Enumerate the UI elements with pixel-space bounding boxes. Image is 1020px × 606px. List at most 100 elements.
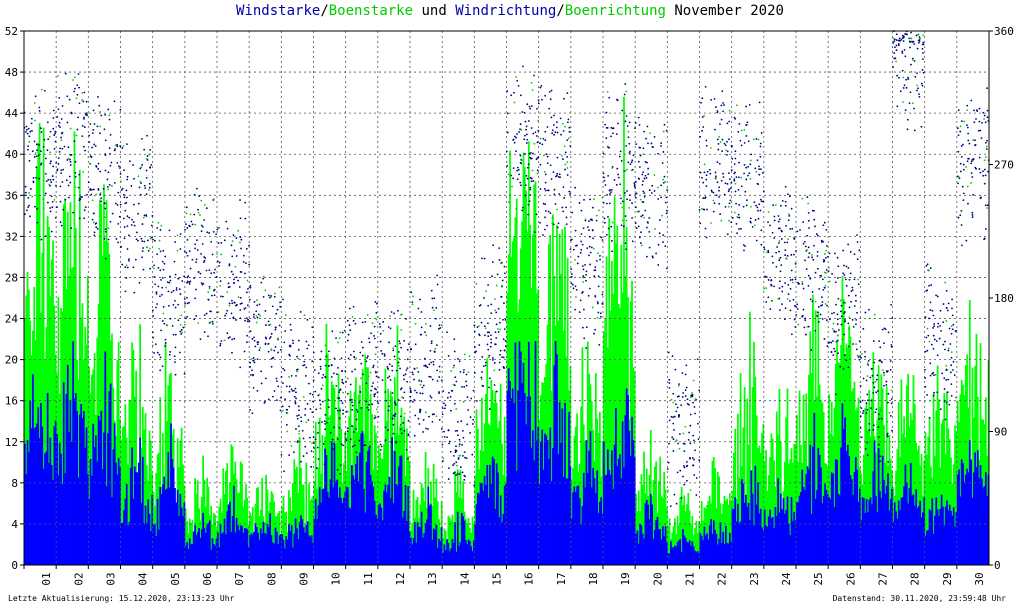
wind-bar	[206, 524, 209, 565]
gust-direction-point	[985, 145, 988, 148]
wind-direction-point	[532, 132, 535, 135]
x-tick-label: 22	[716, 572, 729, 585]
wind-direction-point	[306, 347, 309, 350]
wind-direction-point	[568, 190, 571, 193]
gust-bar	[690, 524, 692, 565]
gust-direction-point	[223, 339, 226, 342]
gust-bar	[168, 374, 171, 565]
gust-bar	[598, 411, 601, 565]
wind-direction-point	[547, 189, 550, 192]
wind-bar	[334, 481, 337, 565]
wind-direction-point	[836, 323, 839, 325]
wind-direction-point	[360, 341, 363, 343]
wind-direction-point	[952, 360, 955, 363]
wind-direction-point	[295, 397, 297, 400]
wind-direction-point	[789, 300, 791, 302]
wind-bar	[494, 508, 497, 565]
wind-bar	[613, 444, 616, 565]
wind-bar	[816, 490, 818, 565]
wind-direction-point	[699, 171, 702, 174]
gust-direction-point	[392, 347, 395, 350]
wind-direction-point	[219, 342, 222, 345]
wind-bar	[511, 388, 514, 565]
wind-direction-point	[109, 164, 112, 167]
wind-direction-point	[639, 154, 642, 157]
wind-direction-point	[147, 249, 150, 252]
wind-direction-point	[185, 317, 187, 320]
wind-direction-point	[129, 160, 131, 163]
wind-bar	[99, 420, 101, 565]
wind-direction-point	[462, 436, 465, 439]
gust-direction-point	[625, 90, 628, 93]
wind-direction-point	[893, 52, 896, 54]
wind-direction-point	[895, 39, 898, 41]
wind-direction-point	[444, 407, 446, 410]
wind-direction-point	[693, 406, 696, 408]
wind-direction-point	[52, 127, 55, 130]
wind-direction-point	[228, 336, 231, 339]
wind-direction-point	[660, 145, 662, 147]
wind-direction-point	[574, 229, 577, 232]
wind-direction-point	[873, 361, 876, 364]
wind-direction-point	[89, 188, 92, 190]
wind-bar	[510, 398, 513, 565]
wind-bar	[198, 527, 200, 565]
wind-direction-point	[59, 221, 62, 224]
gust-direction-point	[611, 221, 614, 224]
gust-direction-point	[180, 314, 183, 317]
wind-direction-point	[141, 240, 144, 243]
wind-direction-point	[527, 120, 530, 122]
wind-direction-point	[922, 52, 924, 54]
gust-bar	[720, 513, 723, 565]
wind-bar	[562, 476, 565, 565]
gust-bar	[968, 300, 971, 565]
gust-bar	[655, 461, 658, 565]
wind-direction-point	[394, 402, 397, 405]
wind-direction-point	[802, 221, 805, 223]
wind-direction-point	[562, 186, 565, 189]
gust-bar	[69, 202, 72, 565]
wind-bar	[93, 446, 96, 565]
wind-direction-point	[97, 162, 100, 165]
wind-direction-point	[83, 116, 85, 119]
wind-direction-point	[701, 130, 703, 132]
wind-bar	[145, 522, 148, 565]
wind-direction-point	[370, 332, 372, 335]
wind-direction-point	[243, 350, 246, 353]
wind-bar	[619, 454, 621, 565]
wind-direction-point	[581, 243, 584, 246]
wind-bar	[247, 547, 250, 565]
wind-direction-point	[526, 138, 529, 141]
wind-direction-point	[280, 453, 283, 456]
gust-bar	[920, 454, 923, 565]
wind-bar	[710, 519, 712, 565]
gust-direction-point	[255, 315, 258, 318]
wind-direction-point	[820, 239, 823, 242]
wind-bar	[454, 522, 456, 565]
wind-direction-point	[411, 371, 414, 374]
gust-bar	[660, 495, 663, 565]
wind-direction-point	[63, 145, 66, 148]
wind-direction-point	[679, 433, 681, 435]
gust-direction-point	[890, 389, 893, 392]
wind-direction-point	[781, 199, 784, 202]
wind-direction-point	[461, 429, 464, 432]
wind-direction-point	[569, 248, 572, 251]
wind-direction-point	[174, 299, 176, 302]
wind-bar	[719, 522, 722, 565]
wind-direction-point	[410, 291, 413, 294]
gust-direction-point	[259, 314, 262, 317]
wind-direction-point	[677, 415, 680, 418]
wind-direction-point	[332, 426, 335, 429]
gust-direction-point	[883, 374, 886, 377]
wind-direction-point	[39, 150, 42, 153]
wind-direction-point	[351, 370, 353, 373]
wind-bar	[943, 525, 946, 565]
wind-bar	[668, 553, 671, 565]
wind-direction-point	[742, 244, 745, 246]
wind-direction-point	[760, 200, 763, 203]
wind-direction-point	[879, 359, 882, 362]
gust-direction-point	[801, 197, 804, 200]
wind-direction-point	[710, 189, 713, 192]
wind-direction-point	[77, 73, 80, 75]
